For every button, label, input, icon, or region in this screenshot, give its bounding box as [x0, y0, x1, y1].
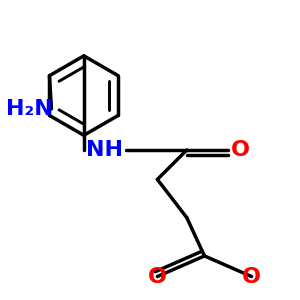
- Text: O: O: [148, 266, 167, 286]
- Text: O: O: [231, 140, 250, 160]
- Text: O: O: [242, 266, 261, 286]
- Text: NH: NH: [86, 140, 123, 160]
- Text: H₂N: H₂N: [6, 99, 53, 119]
